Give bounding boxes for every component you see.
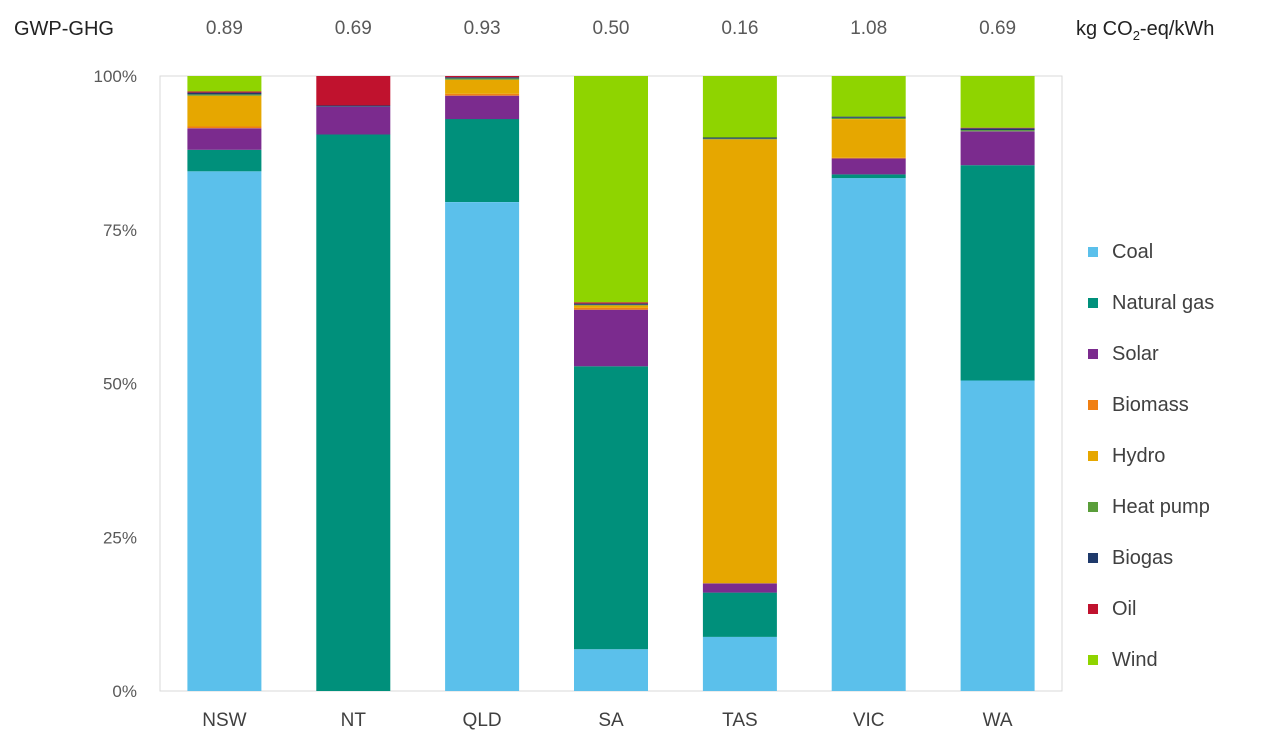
bar-sa-heat-pump	[574, 304, 648, 306]
bar-sa-oil	[574, 302, 648, 304]
legend-label-hydro: Hydro	[1112, 445, 1165, 467]
bar-vic-solar	[831, 158, 906, 175]
gwp-value-vic: 1.08	[850, 18, 887, 39]
bar-tas-coal	[702, 636, 777, 691]
bar-sa-solar	[574, 309, 648, 367]
gwp-ghg-header: GWP-GHG	[14, 18, 114, 40]
legend-label-solar: Solar	[1112, 343, 1159, 365]
bar-wa-coal	[960, 380, 1035, 691]
bar-vic-coal	[831, 178, 906, 692]
gwp-value-sa: 0.50	[593, 18, 630, 39]
bar-qld-biomass	[445, 93, 520, 96]
bar-qld-coal	[445, 202, 520, 691]
legend-label-natural-gas: Natural gas	[1112, 292, 1214, 314]
x-label-vic: VIC	[853, 710, 885, 731]
bar-tas-wind	[702, 76, 777, 138]
bar-nt-solar	[316, 106, 391, 135]
bar-nt-biogas	[316, 105, 391, 107]
bar-wa-oil	[960, 127, 1035, 129]
x-label-wa: WA	[983, 710, 1013, 731]
bar-vic-hydro	[831, 119, 906, 158]
bar-stacks	[187, 76, 1035, 692]
bar-tas-solar	[702, 583, 777, 593]
bar-nsw-hydro	[187, 95, 262, 127]
y-tick-25pct: 25%	[103, 528, 137, 547]
bar-sa-hydro	[574, 305, 648, 308]
x-axis-category-labels: NSW NT QLD SA TAS VIC WA	[202, 710, 1013, 731]
bar-tas-natural-gas	[702, 592, 777, 637]
bar-vic-natural-gas	[831, 174, 906, 179]
gwp-value-labels: 0.89 0.69 0.93 0.50 0.16 1.08 0.69	[206, 18, 1016, 39]
x-label-sa: SA	[598, 710, 624, 731]
legend-label-biomass: Biomass	[1112, 394, 1189, 416]
x-label-nsw: NSW	[202, 710, 246, 731]
x-label-nt: NT	[341, 710, 367, 731]
bar-tas-hydro	[702, 139, 777, 584]
legend-swatch-coal	[1088, 247, 1098, 257]
gwp-value-qld: 0.93	[464, 18, 501, 39]
x-label-tas: TAS	[722, 710, 758, 731]
legend-swatch-natural-gas	[1088, 298, 1098, 308]
bar-nsw-biomass	[187, 126, 262, 129]
bar-qld-hydro	[445, 79, 520, 94]
legend-label-oil: Oil	[1112, 598, 1136, 620]
bar-nsw-solar	[187, 128, 262, 150]
bar-vic-wind	[831, 76, 906, 117]
bar-qld-solar	[445, 95, 520, 120]
bar-sa-biomass	[574, 307, 648, 310]
bar-sa-coal	[574, 649, 648, 691]
legend-swatch-biomass	[1088, 400, 1098, 410]
bar-qld-oil	[445, 76, 520, 78]
gwp-value-nsw: 0.89	[206, 18, 243, 39]
legend-swatch-wind	[1088, 655, 1098, 665]
legend: Coal Natural gas Solar Biomass Hydro Heat pum…	[1088, 241, 1214, 671]
gwp-value-wa: 0.69	[979, 18, 1016, 39]
bar-nsw-natural-gas	[187, 149, 262, 172]
y-tick-50pct: 50%	[103, 375, 137, 394]
y-tick-0pct: 0%	[112, 682, 137, 701]
legend-label-heat-pump: Heat pump	[1112, 496, 1210, 518]
bar-nsw-heat-pump	[187, 94, 262, 96]
bar-nsw-oil	[187, 91, 262, 93]
bar-nsw-biogas	[187, 92, 262, 95]
legend-label-coal: Coal	[1112, 241, 1153, 263]
y-axis-tick-labels: 0% 25% 50% 75% 100%	[94, 67, 137, 701]
bar-nt-oil	[316, 76, 391, 106]
legend-swatch-biogas	[1088, 553, 1098, 563]
legend-swatch-hydro	[1088, 451, 1098, 461]
gwp-value-nt: 0.69	[335, 18, 372, 39]
legend-swatch-heat-pump	[1088, 502, 1098, 512]
bar-qld-heat-pump	[445, 78, 520, 80]
bar-vic-heat-pump	[831, 117, 906, 119]
y-tick-75pct: 75%	[103, 221, 137, 240]
bar-wa-natural-gas	[960, 165, 1035, 381]
legend-label-biogas: Biogas	[1112, 547, 1173, 569]
bar-nt-natural-gas	[316, 134, 391, 691]
bar-wa-wind	[960, 76, 1035, 128]
bar-qld-natural-gas	[445, 119, 520, 202]
x-label-qld: QLD	[463, 710, 502, 731]
bar-sa-biogas	[574, 303, 648, 305]
gwp-value-tas: 0.16	[721, 18, 758, 39]
bar-wa-heat-pump	[960, 130, 1035, 132]
bar-sa-wind	[574, 76, 648, 303]
bar-wa-biogas	[960, 128, 1035, 131]
bar-vic-biomass	[831, 157, 906, 159]
bar-wa-solar	[960, 131, 1035, 166]
bar-sa-natural-gas	[574, 366, 648, 650]
bar-vic-biogas	[831, 116, 906, 118]
bar-qld-biogas	[445, 77, 520, 79]
bar-nsw-coal	[187, 171, 262, 692]
legend-swatch-oil	[1088, 604, 1098, 614]
legend-label-wind: Wind	[1112, 649, 1158, 671]
y-tick-100pct: 100%	[94, 67, 137, 86]
unit-header: kg CO2-eq/kWh	[1076, 18, 1214, 43]
bar-tas-heat-pump	[702, 138, 777, 140]
bar-tas-biogas	[702, 137, 777, 139]
legend-swatch-solar	[1088, 349, 1098, 359]
bar-nsw-wind	[187, 76, 262, 92]
